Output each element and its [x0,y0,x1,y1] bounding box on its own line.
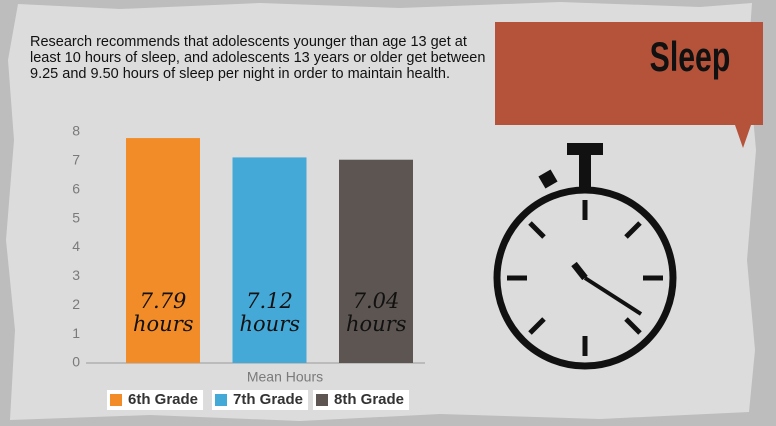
legend-item: 6th Grade [107,390,204,410]
bar [339,159,413,363]
y-tick-label: 8 [72,123,80,139]
y-tick-label: 4 [72,238,80,254]
value-label-box: 7.79 hours [133,290,194,336]
x-axis-label: Mean Hours [247,369,323,385]
y-tick-label: 5 [72,209,80,225]
stopwatch [493,143,677,370]
legend-label: 6th Grade [128,391,198,408]
value-label: 7.12 hours [239,290,301,336]
stopwatch-ticks [507,200,663,356]
legend-swatch [215,394,227,406]
y-tick-label: 3 [72,267,80,283]
title-banner [495,22,763,125]
y-tick-label: 7 [72,152,80,168]
legend-background [313,390,410,410]
value-label: 7.04 hours [346,290,407,336]
y-tick-label: 1 [72,325,80,341]
banner-tail [735,125,751,148]
value-label-box: 7.12 hours [239,290,301,336]
description: Research recommends that adolescents you… [30,34,486,82]
y-tick-label: 0 [72,354,80,370]
legend-item: 8th Grade [313,390,410,410]
legend-swatch [316,394,328,406]
value-label: 7.79 hours [133,290,194,336]
legend-label: 7th Grade [233,391,303,408]
stopwatch-stem [579,152,591,188]
stopwatch-button [567,143,603,155]
hour-hand [571,261,588,281]
legend-swatch [110,394,122,406]
stopwatch-side-button [538,169,558,189]
y-tick-label: 2 [72,296,80,312]
minute-hand [583,276,643,316]
bar [232,157,307,363]
legend-label: 8th Grade [334,391,404,408]
legend-item: 7th Grade [212,390,309,410]
value-label-box: 7.04 hours [346,290,407,336]
description-box: Research recommends that adolescents you… [30,34,486,82]
stopwatch-face [493,186,677,370]
legend-background [107,390,204,410]
chart-title: Sleep [650,33,731,80]
y-tick-label: 6 [72,180,80,196]
bar [126,138,200,363]
legend-background [212,390,309,410]
